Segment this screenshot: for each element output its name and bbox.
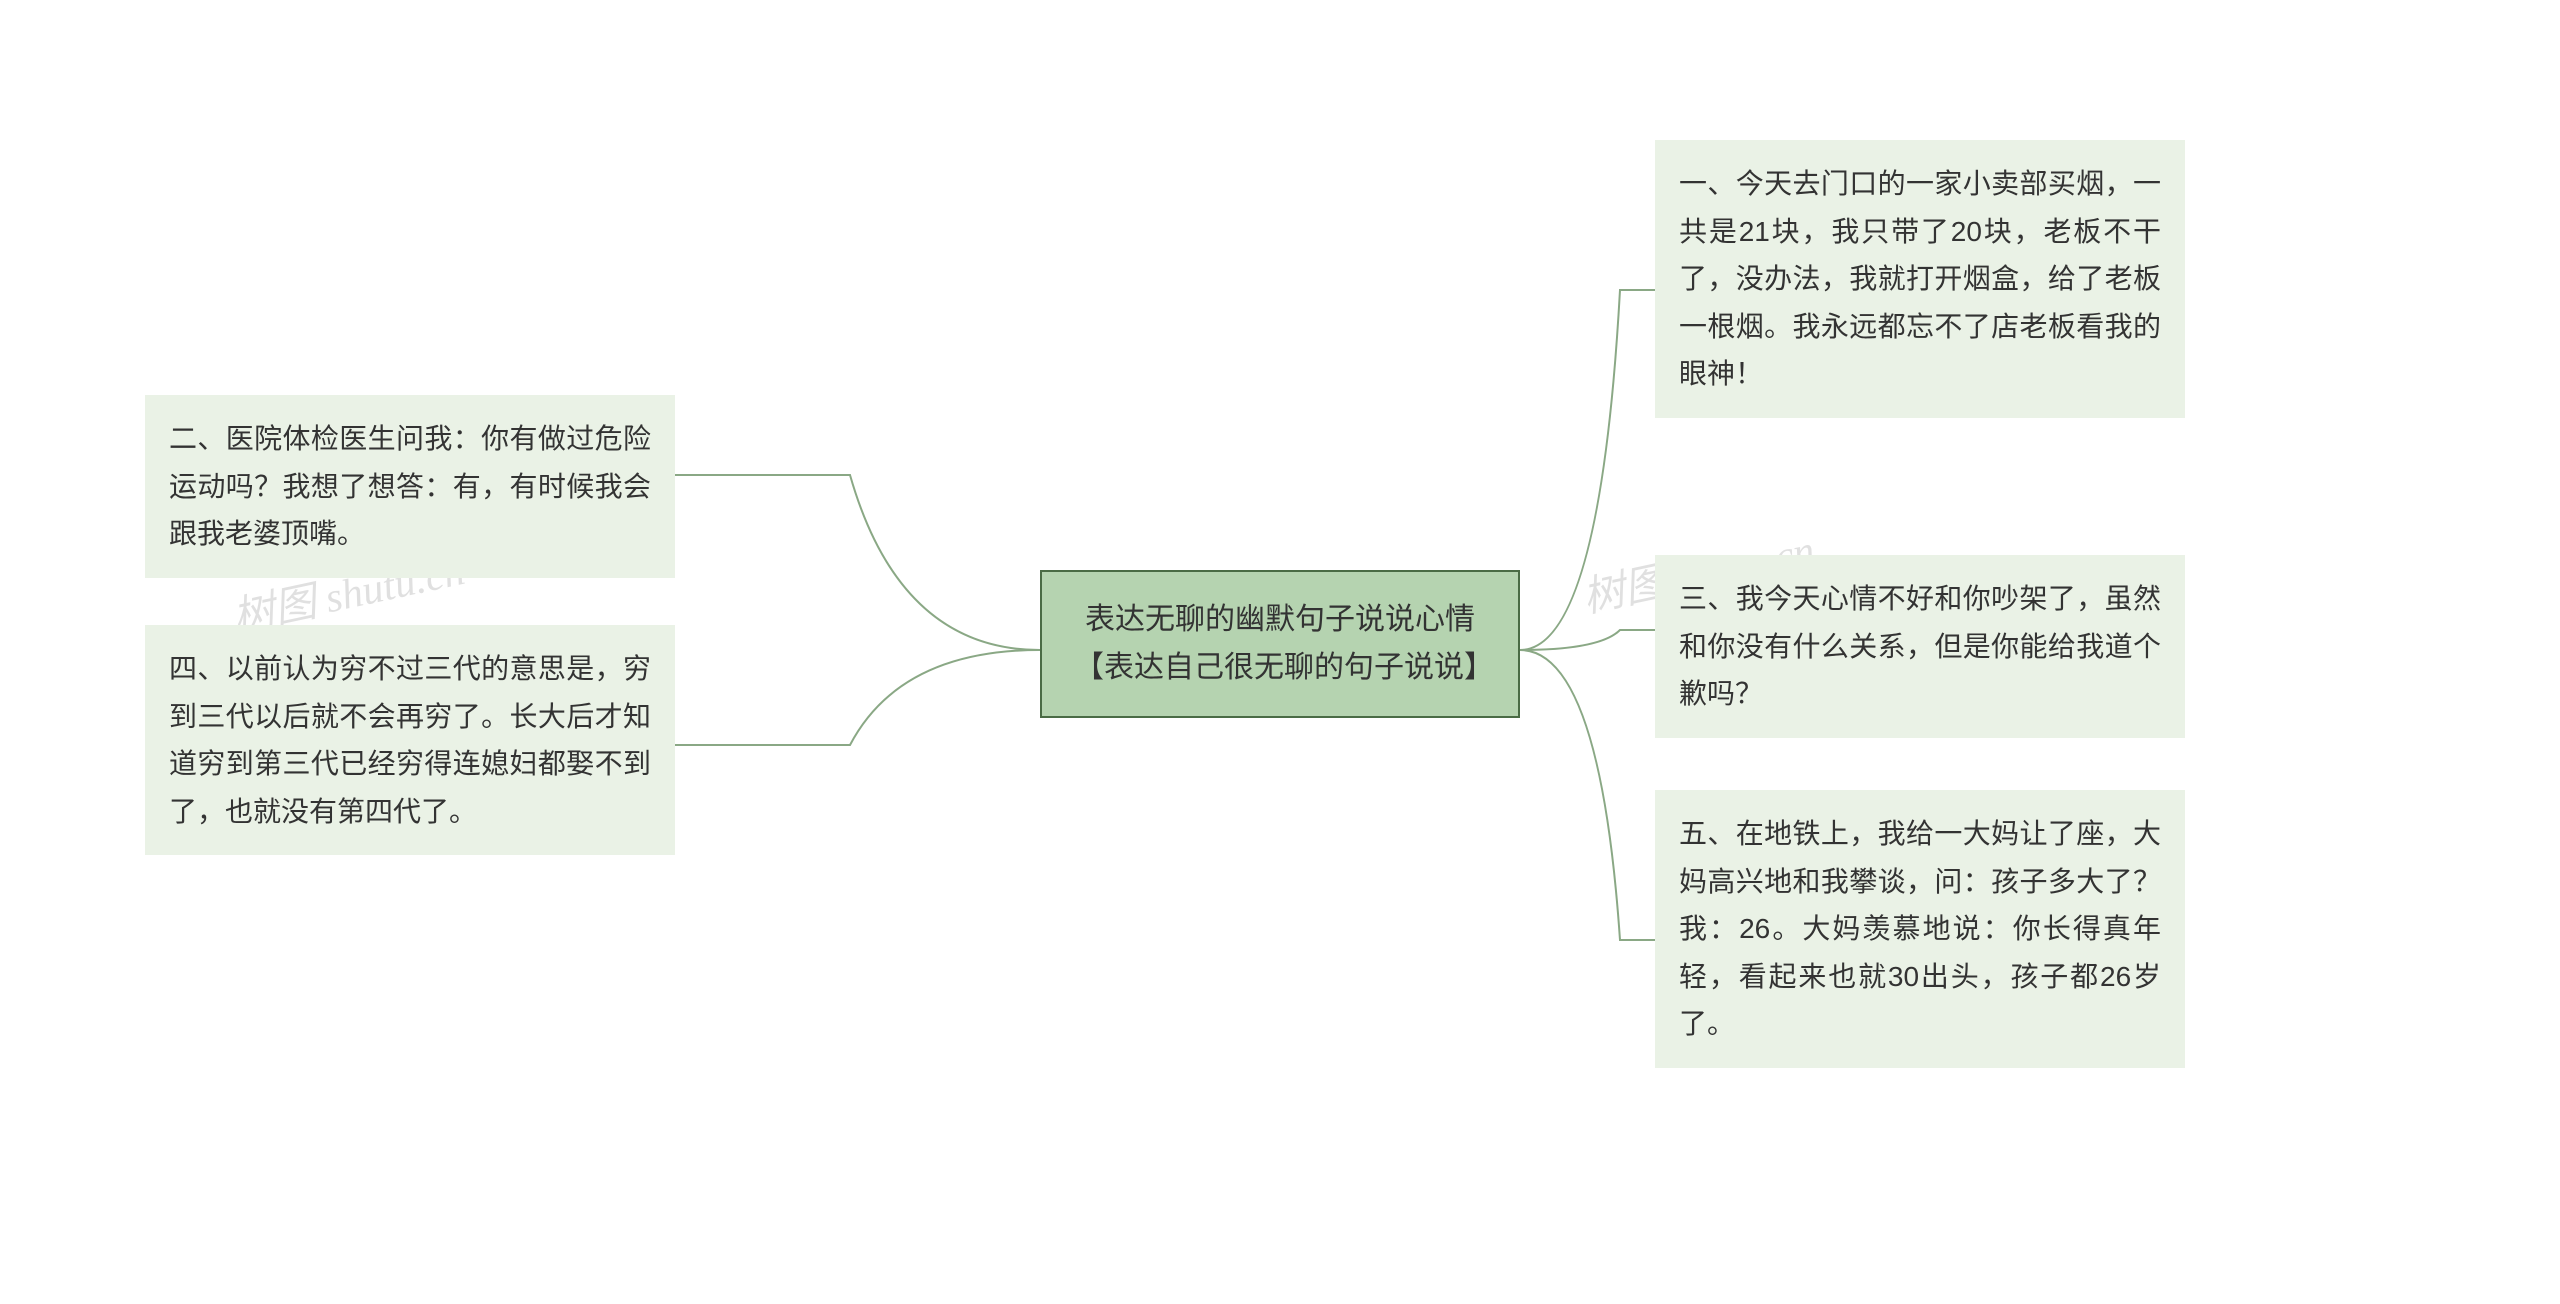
branch-right-1: 一、今天去门口的一家小卖部买烟，一共是21块，我只带了20块，老板不干了，没办法…	[1655, 140, 2185, 418]
center-node: 表达无聊的幽默句子说说心情【表达自己很无聊的句子说说】	[1040, 570, 1520, 718]
branch-right-2: 三、我今天心情不好和你吵架了，虽然和你没有什么关系，但是你能给我道个歉吗？	[1655, 555, 2185, 738]
mindmap-container: 树图 shutu.cn 树图 shutu.cn 表达无聊的幽默句子说说心情【表达…	[0, 0, 2560, 1304]
branch-right-3-text: 五、在地铁上，我给一大妈让了座，大妈高兴地和我攀谈，问：孩子多大了？我：26。大…	[1679, 818, 2161, 1039]
center-node-text: 表达无聊的幽默句子说说心情【表达自己很无聊的句子说说】	[1074, 603, 1494, 684]
branch-left-1-text: 二、医院体检医生问我：你有做过危险运动吗？我想了想答：有，有时候我会跟我老婆顶嘴…	[169, 423, 651, 549]
branch-left-2-text: 四、以前认为穷不过三代的意思是，穷到三代以后就不会再穷了。长大后才知道穷到第三代…	[169, 653, 651, 827]
branch-left-2: 四、以前认为穷不过三代的意思是，穷到三代以后就不会再穷了。长大后才知道穷到第三代…	[145, 625, 675, 855]
branch-right-3: 五、在地铁上，我给一大妈让了座，大妈高兴地和我攀谈，问：孩子多大了？我：26。大…	[1655, 790, 2185, 1068]
branch-right-1-text: 一、今天去门口的一家小卖部买烟，一共是21块，我只带了20块，老板不干了，没办法…	[1679, 168, 2161, 389]
branch-left-1: 二、医院体检医生问我：你有做过危险运动吗？我想了想答：有，有时候我会跟我老婆顶嘴…	[145, 395, 675, 578]
branch-right-2-text: 三、我今天心情不好和你吵架了，虽然和你没有什么关系，但是你能给我道个歉吗？	[1679, 583, 2161, 709]
